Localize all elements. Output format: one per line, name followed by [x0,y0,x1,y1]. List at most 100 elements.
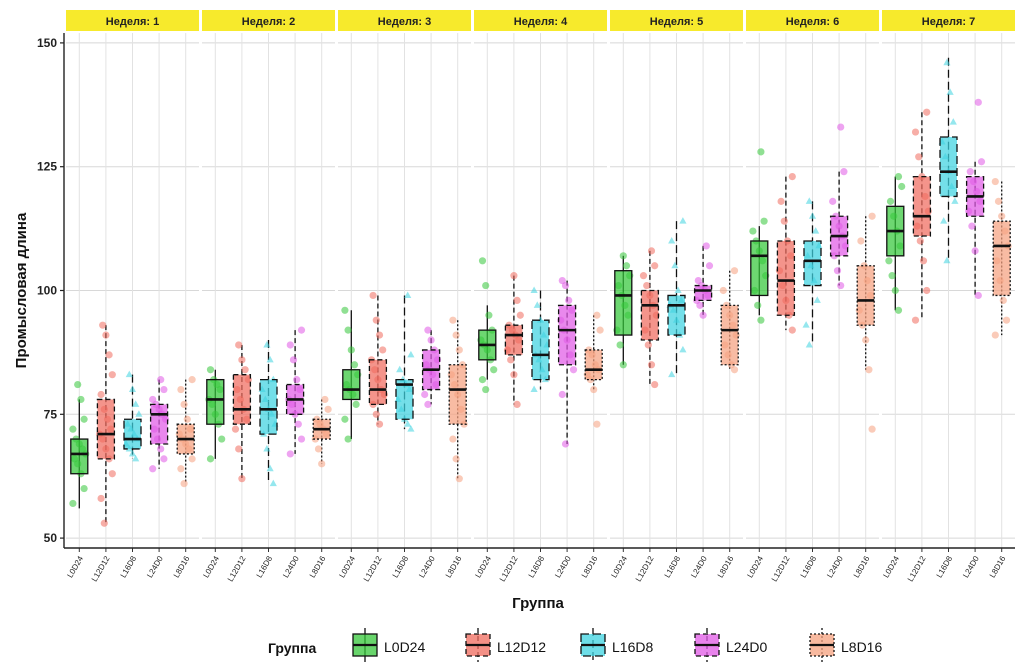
box-body [259,378,278,435]
x-tick-label: L16D8 [119,554,139,579]
data-point [132,454,140,462]
x-tick-label: L8D16 [580,554,600,579]
data-point [74,380,82,389]
x-tick-label: L24D0 [553,554,573,579]
data-point [180,480,188,488]
data-point [702,242,710,250]
data-point [991,331,999,339]
data-point [894,306,903,314]
data-point [949,118,957,125]
data-point [455,475,463,483]
data-point [974,98,982,106]
box-body [640,289,660,341]
x-tick-label: L24D0 [417,554,437,579]
data-point [407,350,415,358]
panel-4: Неделя: 4 L0D24 L12D12 L16D8 L24D0 L8D16 [473,10,607,583]
x-tick-label: L24D0 [145,554,165,579]
data-point [674,286,682,293]
data-point [699,311,707,319]
data-point [238,356,246,364]
box-body [123,418,142,450]
x-tick-label: L12D12 [770,554,792,583]
data-point [341,306,349,314]
x-tick-label: L0D24 [745,554,765,579]
data-point [946,88,954,95]
panel-strip-label: Неделя: 6 [786,16,839,28]
x-tick-label: L0D24 [881,554,901,579]
x-tick-label: L8D16 [172,554,192,579]
data-point [286,450,294,458]
box-body [531,319,550,381]
box-body [342,369,361,401]
data-point [719,286,727,295]
data-point [347,346,355,354]
data-point [424,326,432,334]
box-body [912,175,932,237]
data-point [777,197,785,205]
legend-item-l0d24: L0D24 [352,628,425,662]
legend-item-l8d16: L8D16 [809,628,882,662]
data-point [590,385,598,394]
data-point [485,311,493,319]
data-point [341,415,349,423]
data-point [694,276,702,285]
data-point [885,257,893,265]
data-point [482,281,490,290]
x-tick-label: L0D24 [473,554,493,579]
x-tick-label: L8D16 [444,554,464,579]
data-point [241,366,249,374]
data-point [449,316,457,324]
data-point [898,182,906,191]
data-point [812,227,820,234]
data-point [757,148,765,156]
data-point [668,236,676,244]
legend-item-l24d0: L24D0 [694,628,767,662]
data-point [238,475,246,483]
data-point [974,291,982,300]
data-point [421,390,429,399]
data-point [966,168,974,176]
data-point [286,341,294,349]
data-point [730,267,739,275]
panel-strip [610,10,743,31]
x-tick-label: L16D8 [799,554,819,579]
box-body [448,364,467,425]
data-point [314,445,323,453]
data-point [97,390,105,399]
data-point [565,296,573,305]
data-point [404,420,412,427]
data-point [77,395,85,404]
data-point [558,276,566,285]
data-point [916,237,924,245]
data-point [490,366,498,374]
data-point [482,385,490,394]
box-body [992,220,1011,297]
panel-strip [66,10,199,31]
legend-item-l12d12: L12D12 [465,628,546,662]
data-point [507,356,515,364]
data-point [813,296,821,303]
data-point [991,177,999,186]
data-point [396,365,404,373]
x-tick-label: L24D0 [689,554,709,579]
data-point [177,385,185,394]
box-body [96,398,116,460]
data-point [530,286,538,293]
box-body [803,240,822,287]
box-body [776,240,796,316]
data-point [231,425,240,433]
box-body [750,240,769,297]
data-point [449,435,457,443]
x-tick-label: L8D16 [716,554,736,579]
data-point [971,247,979,255]
data-point [805,340,813,348]
data-point [757,316,765,324]
data-point [266,355,274,363]
data-point [369,291,377,300]
box-body [557,304,577,366]
data-point [558,390,566,399]
data-point [651,262,659,270]
data-point [951,197,959,204]
data-point [593,311,601,319]
data-point [596,326,604,334]
